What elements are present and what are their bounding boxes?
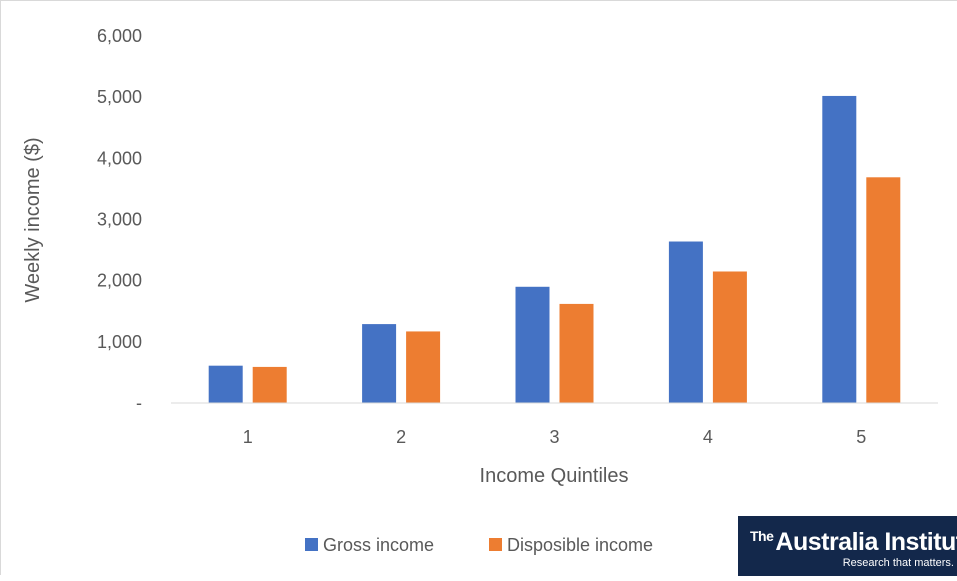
x-tick-label: 5	[856, 427, 866, 447]
x-tick-label: 4	[703, 427, 713, 447]
x-tick-label: 3	[549, 427, 559, 447]
bar	[362, 324, 397, 403]
logo-tagline: Research that matters.	[842, 557, 954, 569]
australia-institute-logo: TheAustralia Institute Research that mat…	[738, 516, 957, 576]
bar	[712, 271, 747, 403]
y-tick-label: 5,000	[97, 87, 142, 107]
x-axis-ticks: 1 2 3 4 5	[243, 427, 867, 447]
logo-prefix: The	[750, 528, 774, 544]
legend-swatch	[305, 538, 318, 551]
bar	[406, 331, 441, 403]
bar	[252, 366, 287, 403]
legend-swatch	[489, 538, 502, 551]
bar	[208, 365, 243, 403]
y-tick-label: 1,000	[97, 332, 142, 352]
bar	[559, 303, 594, 403]
bar	[515, 286, 550, 403]
bar	[866, 177, 901, 403]
legend-label: Disposible income	[507, 535, 653, 555]
x-axis-title: Income Quintiles	[480, 465, 629, 487]
x-tick-label: 1	[243, 427, 253, 447]
y-axis-title: Weekly income ($)	[22, 137, 44, 302]
y-tick-label: 6,000	[97, 26, 142, 46]
bar	[822, 95, 857, 404]
legend: Gross income Disposible income	[305, 535, 653, 555]
logo-name: Australia Institute	[775, 528, 957, 556]
y-tick-label: -	[136, 393, 142, 413]
y-axis-ticks: - 1,000 2,000 3,000 4,000 5,000 6,000	[97, 26, 142, 413]
y-tick-label: 2,000	[97, 271, 142, 291]
bars	[208, 95, 901, 404]
legend-label: Gross income	[323, 535, 434, 555]
logo-wordmark: TheAustralia Institute	[750, 528, 957, 557]
y-tick-label: 4,000	[97, 148, 142, 168]
x-tick-label: 2	[396, 427, 406, 447]
y-tick-label: 3,000	[97, 210, 142, 230]
bar	[668, 241, 703, 403]
